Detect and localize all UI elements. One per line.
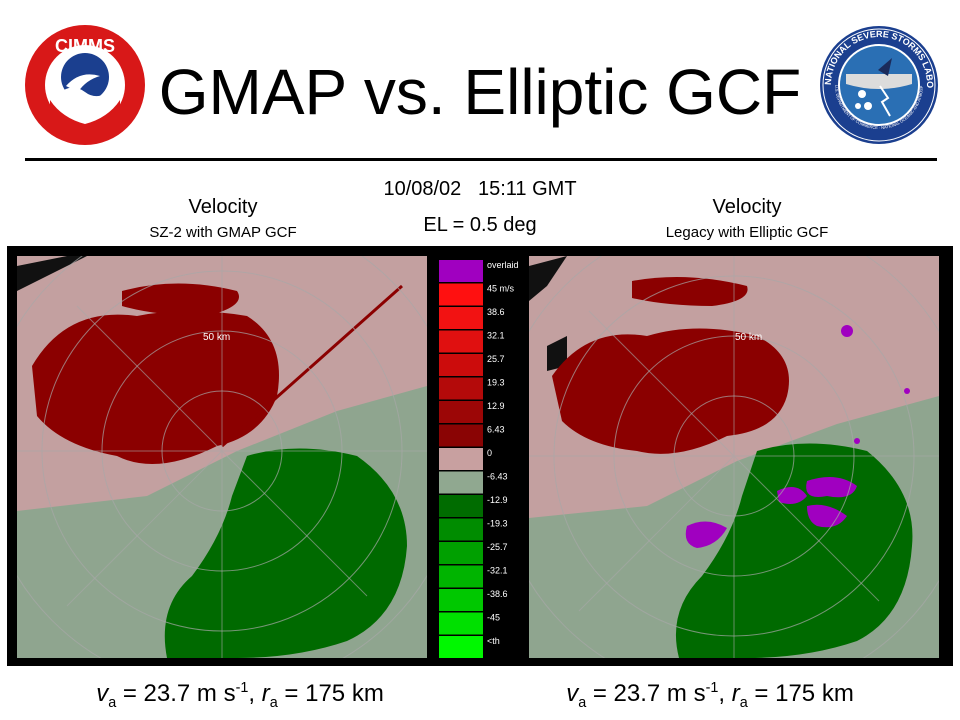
right-range-label: 50 km	[735, 332, 762, 343]
colorbar-label: -45	[487, 613, 500, 623]
right-footer: va = 23.7 m s-1, ra = 175 km	[490, 680, 930, 711]
radar-panel: 50 km overlaid 45 m/s 38.6 32.1 25.7 19.3 12.9…	[7, 246, 953, 666]
colorbar-swatch	[439, 330, 483, 353]
colorbar-swatch	[439, 495, 483, 517]
left-velocity-ppi: 50 km	[17, 256, 427, 658]
colorbar-label: 6.43	[487, 425, 505, 435]
left-footer-v-sub: a	[108, 694, 117, 711]
colorbar-swatch	[439, 636, 483, 658]
colorbar-label: 19.3	[487, 378, 505, 388]
right-footer-r-sub: a	[739, 694, 748, 711]
colorbar-swatch	[439, 542, 483, 564]
left-panel-subtitle: SZ-2 with GMAP GCF	[149, 224, 297, 241]
left-footer-v: v	[96, 680, 109, 707]
colorbar-swatch	[439, 448, 483, 470]
colorbar-swatch	[439, 401, 483, 423]
colorbar-label: 12.9	[487, 401, 505, 411]
colorbar-label: -25.7	[487, 542, 508, 552]
title-divider	[25, 158, 937, 161]
colorbar-label: 32.1	[487, 331, 505, 341]
right-footer-sep: ,	[718, 680, 732, 707]
right-footer-exp: -1	[705, 680, 719, 696]
slide-title: GMAP vs. Elliptic GCF	[158, 56, 802, 128]
colorbar-label: -19.3	[487, 519, 508, 529]
left-approaching-core	[164, 448, 407, 658]
left-footer-r-sub: a	[269, 694, 278, 711]
left-radial-spike	[221, 284, 403, 448]
left-footer-end: = 175 km	[277, 680, 384, 707]
colorbar-label: 25.7	[487, 354, 505, 364]
colorbar-label: 38.6	[487, 307, 505, 317]
right-panel-title: Velocity	[712, 196, 782, 218]
colorbar-label: -38.6	[487, 589, 508, 599]
left-no-data-corner	[17, 256, 87, 291]
left-footer-exp: -1	[235, 680, 249, 696]
cimms-logo-text: CIMMS	[55, 36, 115, 56]
left-receding-band	[122, 283, 239, 316]
right-panel-subtitle: Legacy with Elliptic GCF	[665, 224, 829, 241]
colorbar-label: <th	[487, 636, 500, 646]
left-range-label: 50 km	[203, 332, 230, 343]
colorbar-label: 45 m/s	[487, 284, 515, 294]
colorbar-swatch	[439, 589, 483, 611]
colorbar-label: -32.1	[487, 566, 508, 576]
colorbar-swatch	[439, 377, 483, 400]
colorbar-swatch	[439, 612, 483, 635]
colorbar-swatch	[439, 307, 483, 329]
colorbar-label: 0	[487, 448, 492, 458]
left-footer-r: r	[261, 680, 270, 707]
velocity-colorbar: overlaid 45 m/s 38.6 32.1 25.7 19.3 12.9 6.43 0 -…	[435, 256, 521, 662]
right-footer-r: r	[731, 680, 740, 707]
colorbar-swatch	[439, 283, 483, 306]
left-footer-sep: ,	[248, 680, 262, 707]
left-panel-title: Velocity	[188, 196, 258, 218]
cimms-logo: CIMMS	[25, 25, 145, 145]
left-footer: va = 23.7 m s-1, ra = 175 km	[20, 680, 460, 711]
colorbar-label: overlaid	[487, 260, 519, 270]
right-no-data-corner	[529, 256, 567, 301]
right-velocity-ppi: 50 km	[529, 256, 939, 658]
nssl-logo: NATIONAL SEVERE STORMS LABORATORY U.S. D…	[818, 24, 938, 144]
right-receding-core	[552, 328, 789, 454]
right-footer-end: = 175 km	[747, 680, 854, 707]
right-overlaid-echoes	[685, 325, 910, 548]
colorbar-label: -6.43	[487, 472, 508, 482]
right-azimuth-lines	[529, 256, 939, 658]
left-azimuth-lines	[17, 256, 427, 658]
right-footer-v-sub: a	[578, 694, 587, 711]
right-footer-mid: = 23.7 m s	[586, 680, 706, 707]
right-footer-v: v	[566, 680, 579, 707]
left-receding-core	[32, 311, 279, 464]
colorbar-swatch	[439, 260, 483, 282]
colorbar-swatch	[439, 518, 483, 541]
right-no-data-patch	[547, 336, 567, 371]
right-receding-band	[632, 277, 748, 306]
colorbar-label: -12.9	[487, 495, 508, 505]
colorbar-swatch	[439, 424, 483, 447]
colorbar-swatch	[439, 471, 483, 494]
colorbar-swatch	[439, 565, 483, 588]
radar-figure: 50 km overlaid 45 m/s 38.6 32.1 25.7 19.3 12.9…	[17, 256, 939, 662]
header-elevation: EL = 0.5 deg	[423, 214, 537, 236]
right-approaching-core	[675, 443, 913, 658]
header-datetime: 10/08/02 15:11 GMT	[383, 178, 577, 200]
colorbar-swatch	[439, 354, 483, 376]
left-footer-mid: = 23.7 m s	[116, 680, 236, 707]
